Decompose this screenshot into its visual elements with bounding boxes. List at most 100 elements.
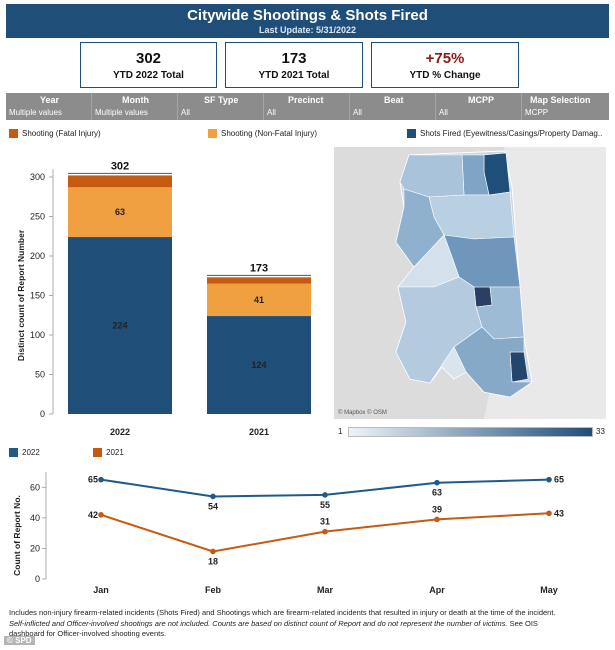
- filter-map-selection[interactable]: Map Selection MCPP: [522, 93, 609, 120]
- filter-value: MCPP: [525, 108, 549, 117]
- legend-item-fatal[interactable]: Shooting (Fatal Injury): [9, 129, 101, 138]
- filter-label: Month: [122, 95, 149, 105]
- x-category-label: Feb: [205, 585, 222, 595]
- bar-segment: [207, 316, 311, 414]
- legend-item-non-fatal[interactable]: Shooting (Non-Fatal Injury): [208, 129, 317, 138]
- legend-swatch: [208, 129, 217, 138]
- legend-item-2022[interactable]: 2022: [9, 448, 40, 457]
- map-attribution: © Mapbox © OSM: [338, 410, 387, 416]
- y-tick-label: 60: [30, 482, 40, 492]
- filter-precinct[interactable]: Precinct All: [264, 93, 350, 120]
- kpi-value: +75%: [425, 50, 465, 67]
- x-category-label: 2022: [110, 427, 130, 437]
- legend-label: Shooting (Fatal Injury): [22, 129, 101, 138]
- y-tick-label: 0: [40, 409, 45, 419]
- data-label: 39: [432, 504, 442, 514]
- legend-swatch: [407, 129, 416, 138]
- kpi-ytd-2022: 302 YTD 2022 Total: [80, 42, 217, 88]
- kpi-ytd-change: +75% YTD % Change: [371, 42, 519, 88]
- filter-label: Precinct: [288, 95, 324, 105]
- legend-label: Shooting (Non-Fatal Injury): [221, 129, 318, 138]
- y-tick-label: 50: [35, 370, 45, 380]
- y-tick-label: 100: [30, 330, 45, 340]
- kpi-ytd-2021: 173 YTD 2021 Total: [225, 42, 363, 88]
- map-color-scale: 1 33: [334, 425, 609, 439]
- bar-segment: [207, 283, 311, 317]
- dashboard-title: Citywide Shootings & Shots Fired: [187, 7, 428, 24]
- scale-gradient: [348, 427, 593, 437]
- bar-segment: [68, 175, 172, 188]
- y-tick-label: 20: [30, 543, 40, 553]
- data-point: [434, 479, 440, 486]
- legend-swatch: [9, 129, 18, 138]
- filter-beat[interactable]: Beat All: [350, 93, 436, 120]
- y-tick-label: 150: [30, 291, 45, 301]
- footnote: Includes non-injury firearm-related inci…: [9, 608, 609, 640]
- filter-mcpp[interactable]: MCPP All: [436, 93, 522, 120]
- filter-year[interactable]: Year Multiple values: [6, 93, 92, 120]
- region-south-park: [429, 346, 467, 384]
- data-point: [546, 476, 552, 483]
- legend-swatch: [93, 448, 102, 457]
- filter-sf-type[interactable]: SF Type All: [178, 93, 264, 120]
- x-category-label: Jan: [93, 585, 109, 595]
- filter-value: Multiple values: [9, 108, 62, 117]
- filter-value: All: [267, 108, 276, 117]
- data-point: [322, 492, 328, 498]
- footnote-line3: dashboard for Officer-involved shooting …: [9, 629, 167, 638]
- legend-swatch: [9, 448, 18, 457]
- choropleth-map[interactable]: © Mapbox © OSM: [334, 147, 606, 419]
- filter-label: Beat: [384, 95, 404, 105]
- filter-month[interactable]: Month Multiple values: [92, 93, 178, 120]
- kpi-label: YTD 2022 Total: [113, 70, 184, 81]
- image-credit: © SPD: [4, 636, 35, 645]
- data-point: [98, 476, 104, 483]
- y-tick-label: 300: [30, 172, 45, 182]
- data-point: [98, 512, 104, 518]
- filter-value: All: [353, 108, 362, 117]
- filter-label: MCPP: [468, 95, 495, 105]
- data-label: 65: [88, 475, 98, 485]
- legend-item-shots-fired[interactable]: Shots Fired (Eyewitness/Casings/Property…: [407, 129, 602, 138]
- data-point: [434, 516, 440, 523]
- dashboard-header: Citywide Shootings & Shots Fired Last Up…: [6, 4, 609, 38]
- data-label: 42: [88, 510, 98, 520]
- bar-segment-label: 124: [251, 360, 266, 370]
- bar-segment: [207, 277, 311, 284]
- last-update-text: Last Update: 5/31/2022: [258, 25, 357, 35]
- legend-label: Shots Fired (Eyewitness/Casings/Property…: [420, 129, 603, 138]
- bar-segment: [68, 187, 172, 238]
- filter-bar: Year Multiple values Month Multiple valu…: [6, 93, 609, 120]
- region-downtown-dark: [473, 286, 493, 308]
- bar-segment-label: 41: [254, 295, 264, 305]
- data-label: 65: [554, 475, 564, 485]
- data-point: [546, 510, 552, 517]
- data-label: 54: [208, 501, 218, 511]
- data-label: 63: [432, 488, 442, 498]
- x-category-label: May: [540, 585, 558, 595]
- legend-item-2021[interactable]: 2021: [93, 448, 124, 457]
- filter-value: Multiple values: [95, 108, 148, 117]
- scale-min-label: 1: [338, 427, 343, 436]
- footnote-line2-italic: Self-inflicted and Officer-involved shoo…: [9, 618, 508, 628]
- monthly-line-chart: 0 20 40 60 Count of Report No. 65 54 55 63 65 42 18…: [12, 472, 564, 595]
- x-category-label: 2021: [249, 427, 269, 437]
- data-label: 31: [320, 517, 330, 527]
- region-west-seattle: [395, 276, 483, 384]
- data-point: [210, 548, 216, 555]
- filter-value: All: [439, 108, 448, 117]
- stacked-bar-chart: 0 50 100 150 200 250 300 Distinct count of Repo…: [16, 160, 311, 437]
- y-tick-label: 200: [30, 251, 45, 261]
- filter-label: Map Selection: [530, 95, 591, 105]
- x-category-label: Mar: [317, 585, 334, 595]
- map-graphic: [334, 147, 606, 419]
- data-label: 18: [208, 556, 218, 566]
- filter-value: All: [181, 108, 190, 117]
- x-category-label: Apr: [429, 585, 445, 595]
- y-axis-title: Count of Report No.: [12, 495, 22, 576]
- y-tick-label: 40: [30, 513, 40, 523]
- legend-label: 2022: [22, 448, 40, 457]
- data-label: 55: [320, 500, 330, 510]
- bar-segment-label: 224: [112, 321, 127, 331]
- bar-total-label: 173: [250, 262, 268, 274]
